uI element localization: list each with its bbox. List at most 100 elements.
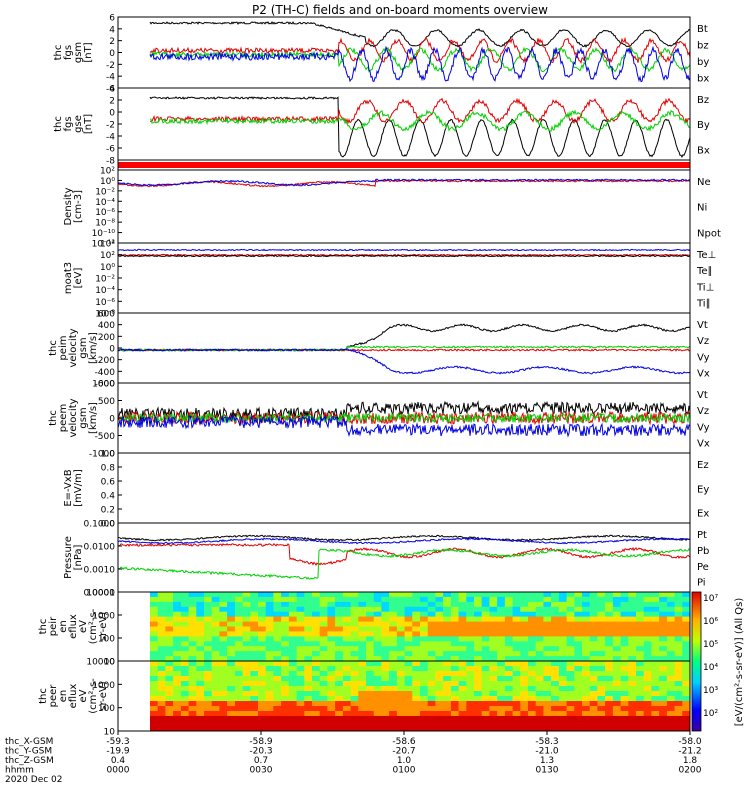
- spectrogram-cell: [335, 656, 344, 662]
- spectrogram-cell: [211, 691, 220, 697]
- legend-Vt: Vt: [697, 390, 708, 401]
- spectrogram-cell: [242, 656, 251, 662]
- spectrogram-cell: [651, 681, 660, 687]
- spectrogram-cell: [443, 681, 452, 687]
- spectrogram-cell: [589, 676, 598, 682]
- spectrogram-cell: [404, 696, 413, 702]
- spectrogram-cell: [512, 616, 521, 622]
- legend-Ni: Ni: [697, 203, 707, 214]
- ytick-label: -1000: [89, 450, 115, 460]
- spectrogram-cell: [551, 661, 560, 667]
- spectrogram-cell: [636, 671, 645, 677]
- spectrogram-cell: [558, 716, 568, 722]
- spectrogram-cell: [497, 721, 506, 727]
- spectrogram-cell: [420, 651, 429, 657]
- spectrogram-cell: [659, 691, 668, 697]
- spectrogram-cell: [520, 636, 529, 642]
- spectrogram-cell: [558, 691, 568, 697]
- spectrogram-cell: [327, 611, 336, 618]
- spectrogram-cell: [304, 711, 313, 717]
- spectrogram-cell: [404, 666, 413, 672]
- spectrogram-cell: [636, 651, 645, 657]
- spectrogram-cell: [666, 721, 676, 727]
- spectrogram-cell: [450, 706, 460, 712]
- spectrogram-cell: [628, 606, 637, 613]
- ylabel-line: Density: [63, 187, 74, 225]
- colorbar-tick: 10⁶: [703, 617, 718, 627]
- spectrogram-cell: [535, 706, 544, 712]
- spectrogram-cell: [180, 596, 190, 603]
- spectrogram-cell: [612, 666, 622, 672]
- spectrogram-cell: [674, 691, 683, 697]
- spectrogram-cell: [281, 641, 290, 647]
- orbit-value: -20.7: [392, 747, 415, 757]
- spectrogram-cell: [288, 686, 298, 692]
- spectrogram-cell: [528, 711, 537, 717]
- spectrogram-cell: [412, 666, 421, 672]
- spectrogram-cell: [157, 666, 166, 672]
- spectrogram-cell: [342, 601, 352, 608]
- spectrogram-cell: [296, 616, 305, 622]
- spectrogram-cell: [605, 631, 614, 637]
- spectrogram-cell: [234, 592, 244, 598]
- spectrogram-cell: [582, 711, 591, 717]
- spectrogram-cell: [204, 641, 213, 647]
- spectrogram-cell: [188, 621, 197, 627]
- spectrogram-cell: [412, 621, 421, 627]
- spectrogram-cell: [420, 641, 429, 647]
- spectrogram-cell: [504, 596, 514, 603]
- spectrogram-cell: [566, 651, 575, 657]
- spectrogram-cell: [412, 671, 421, 677]
- spectrogram-cell: [250, 656, 259, 662]
- spectrogram-cell: [605, 651, 614, 657]
- spectrogram-cell: [589, 721, 598, 727]
- spectrogram-cell: [296, 721, 305, 727]
- spectrogram-cell: [296, 711, 305, 717]
- spectrogram-cell: [605, 636, 614, 642]
- spectrogram-cell: [173, 596, 182, 603]
- spectrogram-cell: [558, 676, 568, 682]
- spectrogram-cell: [265, 646, 274, 652]
- spectrogram-cell: [242, 701, 251, 707]
- spectrogram-cell: [558, 711, 568, 717]
- spectrogram-cell: [188, 701, 197, 707]
- spectrogram-cell: [404, 706, 413, 712]
- spectrogram-cell: [574, 641, 583, 647]
- spectrogram-cell: [674, 671, 683, 677]
- spectrogram-cell: [450, 661, 460, 667]
- spectrogram-cell: [242, 601, 251, 608]
- spectrogram-cell: [628, 721, 637, 727]
- spectrogram-cell: [636, 596, 645, 603]
- spectrogram-cell: [551, 716, 560, 722]
- spectrogram-cell: [242, 646, 251, 652]
- ytick-label: 0.2: [101, 506, 115, 516]
- spectrogram-cell: [458, 706, 467, 712]
- spectrogram-cell: [651, 716, 660, 722]
- spectrogram-cell: [651, 676, 660, 682]
- spectrogram-cell: [474, 696, 483, 702]
- spectrogram-cell: [281, 611, 290, 618]
- spectrogram-cell: [327, 616, 336, 622]
- spectrogram-cell: [666, 601, 676, 608]
- spectrogram-cell: [420, 706, 429, 712]
- spectrogram-cell: [474, 686, 483, 692]
- spectrogram-cell: [319, 686, 328, 692]
- spectrogram-cell: [535, 681, 544, 687]
- spectrogram-cell: [319, 656, 328, 662]
- ytick-label: 0: [109, 415, 115, 425]
- spectrogram-cell: [481, 706, 490, 712]
- spectrogram-cell: [582, 681, 591, 687]
- spectrogram-cell: [474, 721, 483, 727]
- spectrogram-cell: [535, 601, 544, 608]
- spectrogram-cell: [204, 691, 213, 697]
- spectrogram-cell: [204, 631, 213, 637]
- spectrogram-cell: [566, 656, 575, 662]
- spectrogram-cell: [265, 696, 274, 702]
- spectrogram-cell: [674, 616, 683, 622]
- spectrogram-cell: [250, 701, 259, 707]
- spectrogram-cell: [412, 596, 421, 603]
- spectrogram-cell: [273, 671, 282, 677]
- spectrogram-cell: [258, 656, 267, 662]
